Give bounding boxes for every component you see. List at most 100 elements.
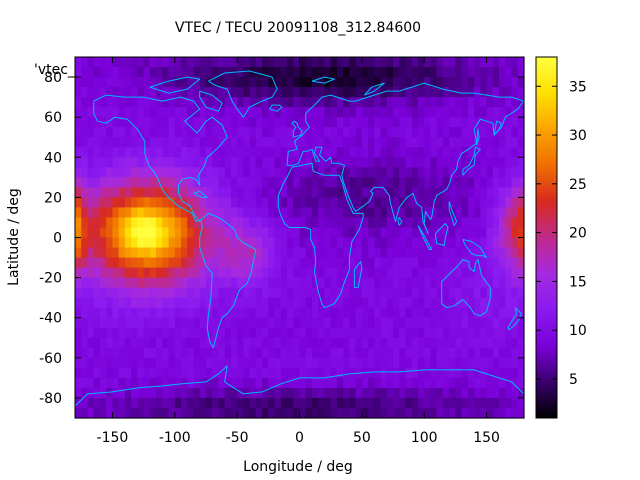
heatmap-cell <box>193 407 201 419</box>
heatmap-cell <box>505 197 513 209</box>
heatmap-cell <box>199 277 207 289</box>
heatmap-cell <box>106 137 114 148</box>
heatmap-cell <box>287 347 294 359</box>
heatmap-cell <box>368 207 375 219</box>
heatmap-cell <box>467 357 475 369</box>
heatmap-cell <box>118 207 126 219</box>
heatmap-cell <box>174 387 182 399</box>
heatmap-cell <box>193 87 201 98</box>
heatmap-cell <box>193 97 201 108</box>
heatmap-cell <box>118 367 126 379</box>
heatmap-cell <box>430 277 438 289</box>
heatmap-cell <box>467 127 475 138</box>
heatmap-cell <box>162 197 170 209</box>
heatmap-cell <box>268 167 276 178</box>
heatmap-cell <box>505 237 513 249</box>
heatmap-cell <box>143 287 151 299</box>
heatmap-cell <box>442 367 450 379</box>
heatmap-cell <box>243 397 251 409</box>
heatmap-cell <box>417 87 425 98</box>
coastline-kamchatka-tip <box>493 120 502 136</box>
heatmap-cell <box>436 317 444 329</box>
heatmap-cell <box>99 57 107 68</box>
colorbar-tick-label: 10 <box>569 323 587 339</box>
heatmap-cell <box>430 347 438 359</box>
heatmap-cell <box>174 177 182 188</box>
heatmap-cell <box>162 297 170 309</box>
heatmap-cell <box>449 247 457 259</box>
heatmap-cell <box>156 117 163 128</box>
heatmap-cell <box>268 77 276 88</box>
heatmap-cell <box>99 337 107 349</box>
heatmap-cell <box>492 97 500 108</box>
heatmap-cell <box>511 87 519 98</box>
heatmap-cell <box>324 267 332 279</box>
heatmap-cell <box>230 237 238 249</box>
heatmap-cell <box>368 407 375 419</box>
heatmap-cell <box>436 407 444 419</box>
heatmap-cell <box>424 57 432 68</box>
heatmap-cell <box>374 317 382 329</box>
heatmap-cell <box>486 387 494 399</box>
heatmap-cell <box>224 187 232 198</box>
heatmap-cell <box>149 97 157 108</box>
heatmap-cell <box>174 287 182 299</box>
heatmap-cell <box>474 377 481 389</box>
heatmap-cell <box>106 187 114 198</box>
heatmap-cell <box>436 357 444 369</box>
heatmap-cell <box>424 117 432 128</box>
heatmap-cell <box>386 147 394 158</box>
heatmap-cell <box>324 217 332 229</box>
heatmap-cell <box>511 367 519 379</box>
heatmap-cell <box>305 377 313 389</box>
heatmap-cell <box>118 407 126 419</box>
heatmap-cell <box>99 167 107 178</box>
heatmap-cell <box>262 187 269 198</box>
heatmap-cell <box>93 147 101 158</box>
heatmap-cell <box>424 87 432 98</box>
heatmap-cell <box>461 87 469 98</box>
heatmap-cell <box>249 117 257 128</box>
heatmap-cell <box>374 347 382 359</box>
heatmap-cell <box>93 347 101 359</box>
heatmap-cell <box>343 107 350 118</box>
heatmap-cell <box>517 57 525 68</box>
heatmap-cell <box>299 347 307 359</box>
heatmap-cell <box>112 397 120 409</box>
heatmap-cell <box>224 197 232 209</box>
heatmap-cell <box>411 227 419 239</box>
heatmap-cell <box>81 327 89 339</box>
heatmap-cell <box>430 397 438 409</box>
heatmap-cell <box>399 187 407 198</box>
heatmap-cell <box>156 107 163 118</box>
heatmap-cell <box>149 347 157 359</box>
heatmap-cell <box>224 407 232 419</box>
heatmap-cell <box>218 147 226 158</box>
heatmap-cell <box>405 97 413 108</box>
heatmap-cell <box>174 237 182 249</box>
heatmap-cell <box>492 107 500 118</box>
heatmap-cell <box>287 147 294 158</box>
heatmap-cell <box>106 397 114 409</box>
heatmap-cell <box>311 397 319 409</box>
heatmap-cell <box>324 117 332 128</box>
heatmap-cell <box>442 317 450 329</box>
heatmap-cell <box>374 307 382 319</box>
heatmap-cell <box>187 177 195 188</box>
heatmap-cell <box>75 387 82 399</box>
heatmap-cell <box>187 237 195 249</box>
heatmap-cell <box>81 217 89 229</box>
heatmap-cell <box>262 277 269 289</box>
heatmap-cell <box>193 137 201 148</box>
heatmap-cell <box>336 337 344 349</box>
heatmap-cell <box>442 187 450 198</box>
heatmap-cell <box>99 377 107 389</box>
heatmap-cell <box>311 287 319 299</box>
heatmap-cell <box>149 217 157 229</box>
heatmap-cell <box>455 107 463 118</box>
heatmap-cell <box>449 167 457 178</box>
heatmap-cell <box>430 157 438 168</box>
heatmap-cell <box>455 347 463 359</box>
heatmap-cell <box>511 107 519 118</box>
heatmap-cell <box>386 207 394 219</box>
